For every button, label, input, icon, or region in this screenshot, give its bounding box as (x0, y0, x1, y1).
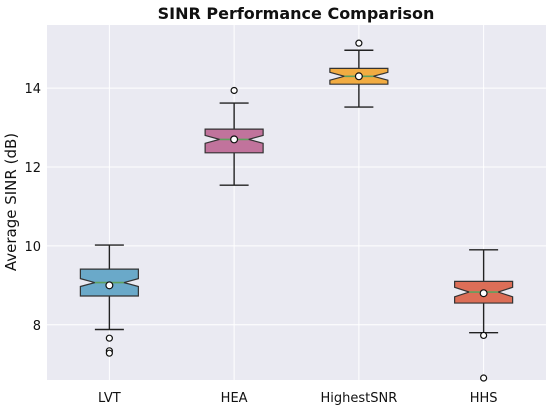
mean-marker (479, 289, 488, 298)
outlier-point (480, 374, 488, 382)
y-tick-label: 8 (33, 319, 41, 334)
outlier-point (355, 39, 363, 47)
box-lvt (79, 244, 139, 357)
y-tick-label: 14 (24, 82, 41, 97)
box-hhs (454, 249, 514, 382)
x-tick-labels: LVT HEA HighestSNR HHS (98, 391, 497, 406)
box-hea (204, 86, 264, 186)
y-tick-labels: 8 10 12 14 (24, 82, 41, 334)
outlier-point (105, 334, 113, 342)
outlier-point (105, 349, 113, 357)
x-tick-label: HighestSNR (320, 391, 397, 406)
mean-marker (105, 281, 114, 290)
y-tick-label: 12 (24, 161, 41, 176)
mean-marker (230, 135, 239, 144)
x-tick-label: HEA (221, 391, 248, 406)
box-series (79, 39, 514, 382)
x-tick-label: HHS (470, 391, 498, 406)
outlier-point (230, 86, 238, 95)
y-tick-label: 10 (24, 240, 41, 255)
x-tick-label: LVT (98, 391, 121, 406)
plot-area (47, 25, 546, 380)
mean-marker (354, 72, 363, 81)
y-axis-label: Average SINR (dB) (2, 133, 20, 271)
box-highestsnr (329, 39, 389, 108)
chart-title: SINR Performance Comparison (158, 4, 435, 23)
outlier-point (480, 331, 488, 340)
